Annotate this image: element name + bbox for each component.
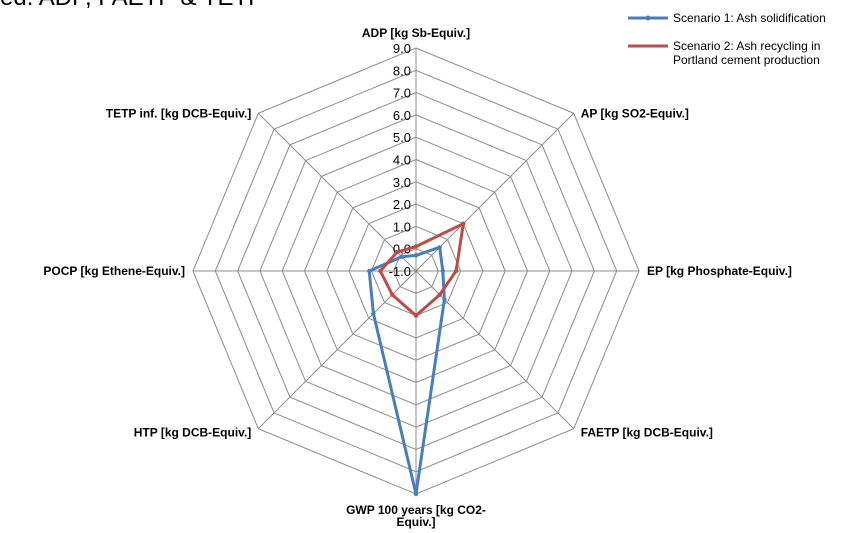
axis-labels: ADP [kg Sb-Equiv.] AP [kg SO2-Equiv.] EP [… bbox=[43, 26, 792, 529]
axis-label: POCP [kg Ethene-Equiv.] bbox=[43, 264, 185, 278]
data-point bbox=[371, 311, 376, 316]
data-point bbox=[413, 491, 419, 497]
legend-label: Scenario 2: Ash recycling in Portland cem… bbox=[673, 39, 820, 67]
legend-marker bbox=[645, 15, 651, 21]
tick-label: 5.0 bbox=[393, 130, 411, 145]
data-point bbox=[437, 245, 442, 250]
axis-label: EP [kg Phosphate-Equiv.] bbox=[647, 264, 792, 278]
data-point bbox=[440, 268, 445, 274]
data-point bbox=[461, 221, 466, 226]
radar-spokes bbox=[193, 48, 639, 494]
data-point bbox=[390, 292, 395, 297]
data-series bbox=[367, 221, 466, 497]
tick-label: 7.0 bbox=[393, 86, 411, 101]
data-point bbox=[442, 297, 447, 302]
radar-spoke bbox=[257, 270, 417, 430]
axis-label: GWP 100 years [kg CO2-Equiv.] bbox=[346, 503, 486, 529]
axis-label: AP [kg SO2-Equiv.] bbox=[581, 106, 689, 120]
tick-label: 3.0 bbox=[393, 175, 411, 190]
legend-item-2[interactable]: Scenario 2: Ash recycling in Portland cem… bbox=[628, 39, 820, 67]
data-point bbox=[394, 249, 400, 255]
radial-tick-labels: -1.00.01.02.03.04.05.06.07.08.09.0 bbox=[389, 41, 411, 279]
legend[interactable]: Scenario 1: Ash solidification Scenario 2… bbox=[628, 11, 826, 67]
axis-label: HTP [kg DCB-Equiv.] bbox=[134, 426, 252, 440]
radar-spoke bbox=[415, 270, 575, 430]
legend-item-1[interactable]: Scenario 1: Ash solidification bbox=[628, 11, 826, 25]
data-point bbox=[378, 268, 383, 274]
data-point bbox=[413, 253, 419, 258]
tick-label: 4.0 bbox=[393, 153, 411, 168]
axis-label: TETP inf. [kg DCB-Equiv.] bbox=[106, 106, 252, 120]
tick-label: 6.0 bbox=[393, 108, 411, 123]
tick-label: 2.0 bbox=[393, 197, 411, 212]
tick-label: 8.0 bbox=[393, 63, 411, 78]
radar-spoke bbox=[257, 112, 417, 272]
data-point bbox=[453, 268, 459, 274]
radar-spoke bbox=[415, 112, 575, 272]
data-point bbox=[399, 254, 404, 259]
legend-label: Scenario 1: Ash solidification bbox=[673, 11, 826, 25]
tick-label: 9.0 bbox=[393, 41, 411, 56]
page-title: ed: ADP, FAETP & TETP bbox=[0, 0, 264, 12]
axis-label: ADP [kg Sb-Equiv.] bbox=[362, 26, 470, 40]
data-point bbox=[413, 244, 419, 249]
axis-label: FAETP [kg DCB-Equiv.] bbox=[581, 426, 713, 440]
tick-label: 1.0 bbox=[393, 219, 411, 234]
tick-label: -1.0 bbox=[389, 264, 411, 279]
data-point bbox=[367, 268, 372, 274]
data-point bbox=[437, 292, 442, 297]
data-point bbox=[413, 313, 419, 318]
